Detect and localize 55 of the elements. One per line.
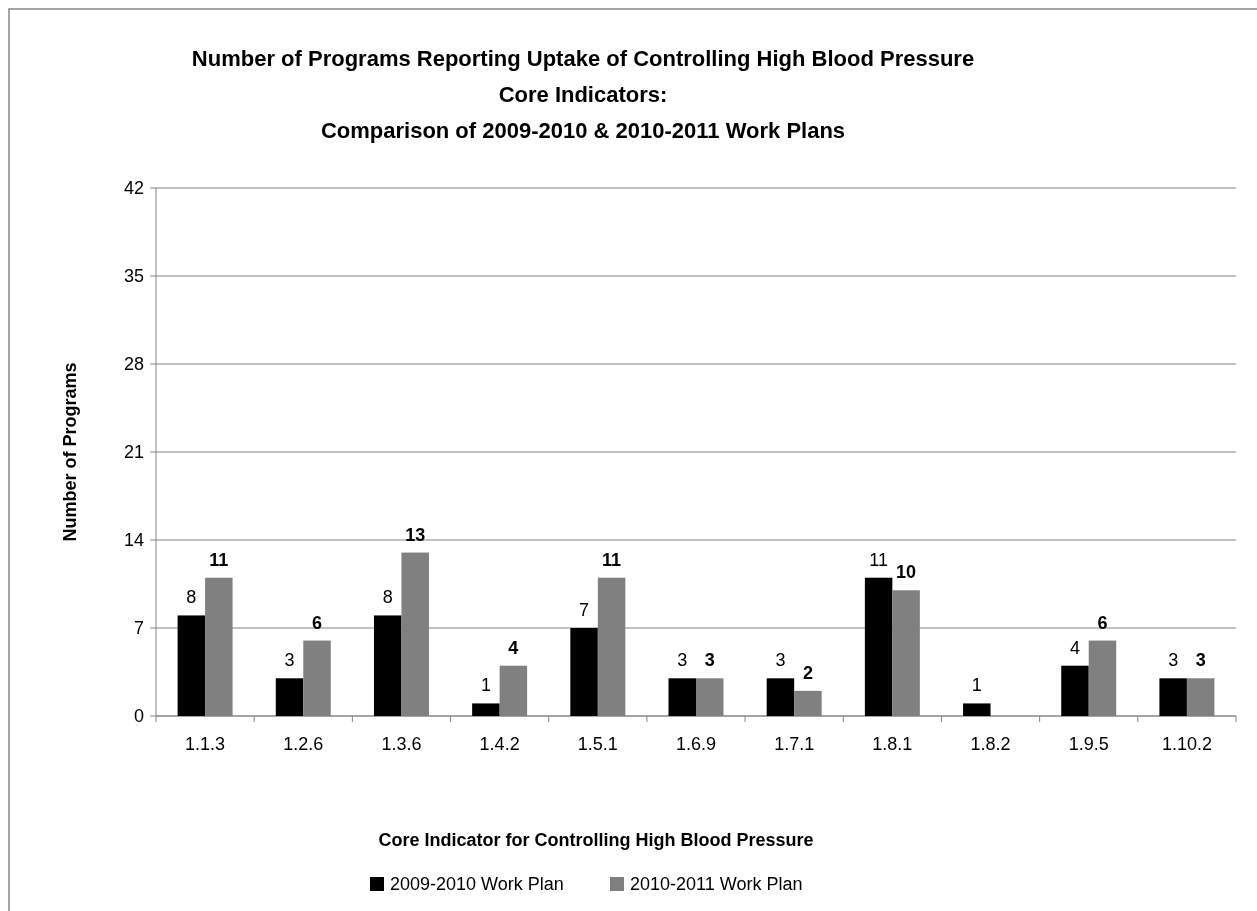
x-tick-label: 1.7.1 xyxy=(774,734,815,754)
bar xyxy=(275,678,304,716)
x-tick-label: 1.10.2 xyxy=(1161,734,1212,754)
data-label: 3 xyxy=(1168,650,1179,671)
data-label: 2 xyxy=(802,662,813,683)
bar xyxy=(864,577,893,716)
data-label: 10 xyxy=(896,562,917,583)
x-tick-label: 1.8.1 xyxy=(872,734,913,754)
y-tick-label: 35 xyxy=(123,266,144,287)
x-tick-label: 1.4.2 xyxy=(479,734,520,754)
data-label: 3 xyxy=(677,650,688,671)
bar xyxy=(963,703,991,716)
data-label: 4 xyxy=(508,637,519,658)
x-tick-label: 1.8.2 xyxy=(970,734,1011,754)
bar xyxy=(177,615,206,716)
data-label: 8 xyxy=(382,587,393,608)
data-label: 8 xyxy=(186,587,197,608)
bar xyxy=(668,678,696,716)
data-label: 3 xyxy=(284,650,295,671)
data-label: 11 xyxy=(602,549,622,570)
x-tick-label: 1.2.6 xyxy=(283,734,324,754)
data-label: 1 xyxy=(971,675,982,696)
x-axis-title: Core Indicator for Controlling High Blood Pressure xyxy=(378,830,814,850)
legend-label: 2010-2011 Work Plan xyxy=(630,874,803,894)
y-tick-label: 14 xyxy=(123,530,144,551)
x-tick-label: 1.1.3 xyxy=(185,734,226,754)
bar xyxy=(766,678,795,716)
y-axis-title: Number of Programs xyxy=(60,362,80,542)
data-label: 3 xyxy=(775,650,786,671)
bar xyxy=(1061,665,1089,716)
x-tick-label: 1.3.6 xyxy=(381,734,422,754)
bar xyxy=(472,703,500,716)
data-label: 6 xyxy=(1097,612,1108,633)
data-label: 3 xyxy=(1195,650,1206,671)
legend-label: 2009-2010 Work Plan xyxy=(390,874,564,894)
x-tick-label: 1.9.5 xyxy=(1068,734,1109,754)
data-label: 4 xyxy=(1069,637,1080,658)
y-tick-label: 7 xyxy=(133,618,144,639)
y-tick-label: 0 xyxy=(133,706,144,727)
y-tick-label: 21 xyxy=(123,442,144,463)
x-tick-label: 1.5.1 xyxy=(577,734,618,754)
data-label: 1 xyxy=(480,675,491,696)
bar xyxy=(570,628,598,716)
data-label: 11 xyxy=(209,549,229,570)
x-tick-label: 1.6.9 xyxy=(675,734,717,754)
chart-title: Number of Programs Reporting Uptake of Controlling High Blood Pressure Core Indicators: Comparison of 2009-2010 & 2010-2011 Work Plans xyxy=(191,46,975,143)
data-label: 3 xyxy=(704,650,715,671)
bar xyxy=(1159,678,1187,716)
y-tick-label: 42 xyxy=(123,178,144,199)
data-label: 13 xyxy=(405,524,426,545)
y-tick-label: 28 xyxy=(123,354,144,375)
data-label: 7 xyxy=(579,600,590,620)
data-label: 6 xyxy=(312,612,323,633)
bar xyxy=(373,615,402,716)
data-label: 11 xyxy=(869,549,888,570)
